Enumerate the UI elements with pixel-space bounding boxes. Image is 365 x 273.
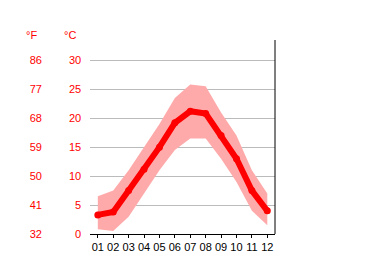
svg-text:68: 68 bbox=[30, 112, 42, 124]
svg-text:09: 09 bbox=[215, 241, 227, 253]
svg-text:10: 10 bbox=[69, 170, 81, 182]
svg-text:°F: °F bbox=[26, 29, 37, 41]
svg-text:01: 01 bbox=[92, 241, 104, 253]
svg-text:32: 32 bbox=[30, 228, 42, 240]
svg-text:05: 05 bbox=[153, 241, 165, 253]
svg-text:50: 50 bbox=[30, 170, 42, 182]
svg-text:03: 03 bbox=[123, 241, 135, 253]
svg-text:07: 07 bbox=[184, 241, 196, 253]
svg-text:02: 02 bbox=[107, 241, 119, 253]
svg-text:30: 30 bbox=[69, 54, 81, 66]
svg-text:04: 04 bbox=[138, 241, 150, 253]
svg-text:11: 11 bbox=[246, 241, 257, 253]
svg-text:10: 10 bbox=[230, 241, 242, 253]
svg-text:12: 12 bbox=[261, 241, 273, 253]
svg-text:06: 06 bbox=[169, 241, 181, 253]
svg-text:20: 20 bbox=[69, 112, 81, 124]
svg-text:25: 25 bbox=[69, 83, 81, 95]
svg-text:15: 15 bbox=[69, 141, 81, 153]
svg-text:5: 5 bbox=[75, 199, 81, 211]
svg-text:08: 08 bbox=[200, 241, 212, 253]
svg-text:°C: °C bbox=[64, 29, 76, 41]
svg-text:41: 41 bbox=[30, 199, 42, 211]
svg-text:86: 86 bbox=[30, 54, 42, 66]
svg-text:0: 0 bbox=[75, 228, 81, 240]
svg-text:59: 59 bbox=[30, 141, 42, 153]
svg-text:77: 77 bbox=[30, 83, 42, 95]
